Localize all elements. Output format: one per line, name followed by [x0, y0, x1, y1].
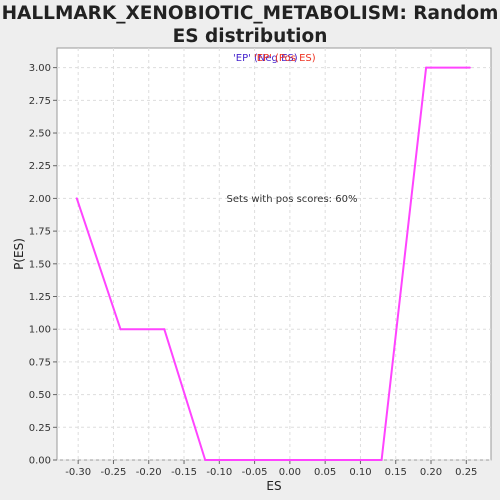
legend-entry-pos: 'EP' (Pos ES): [254, 53, 316, 64]
y-tick-label: 2.50: [29, 129, 51, 140]
x-tick-label: -0.15: [171, 467, 197, 478]
y-tick-label: 1.50: [29, 259, 51, 270]
data-point: [468, 66, 471, 69]
x-tick-label: 0.05: [314, 467, 336, 478]
y-tick-label: 1.75: [29, 227, 51, 238]
y-tick-label: 3.00: [29, 63, 51, 74]
x-tick-label: 0.00: [279, 467, 301, 478]
y-tick-label: 0.50: [29, 390, 51, 401]
data-point: [75, 197, 78, 200]
x-tick-label: 0.25: [455, 467, 477, 478]
y-tick-label: 0.75: [29, 357, 51, 368]
plot-area: [56, 47, 492, 461]
data-point: [163, 328, 166, 331]
x-tick-label: -0.10: [206, 467, 232, 478]
x-tick-label: -0.30: [65, 467, 91, 478]
x-tick-label: 0.15: [385, 467, 407, 478]
y-axis-label: P(ES): [12, 238, 26, 270]
x-tick-label: 0.10: [349, 467, 371, 478]
data-point: [204, 459, 207, 461]
legend-entry-neg: 'EP' (Neg ES): [233, 53, 298, 64]
x-tick-label: -0.05: [242, 467, 268, 478]
x-axis-label: ES: [266, 479, 281, 493]
y-tick-label: 0.25: [29, 423, 51, 434]
grid-lines: [57, 48, 491, 461]
x-tick-label: -0.25: [101, 467, 127, 478]
y-tick-label: 0.00: [29, 456, 51, 467]
y-tick-label: 2.25: [29, 161, 51, 172]
series-layer: [75, 66, 471, 461]
x-tick-label: 0.20: [420, 467, 442, 478]
annotation-pos-scores: Sets with pos scores: 60%: [227, 194, 358, 205]
chart-title: HALLMARK_XENOBIOTIC_METABOLISM: Random E…: [1, 3, 499, 47]
data-point: [380, 459, 383, 461]
x-tick-label: -0.20: [136, 467, 162, 478]
data-point: [119, 328, 122, 331]
data-point: [425, 66, 428, 69]
y-tick-label: 2.00: [29, 194, 51, 205]
y-tick-label: 1.25: [29, 292, 51, 303]
y-tick-label: 1.00: [29, 325, 51, 336]
axes: -0.30 -0.25 -0.20 -0.15 -0.10 -0.05 0.00 0.05 0.…: [29, 63, 478, 478]
y-tick-label: 2.75: [29, 96, 51, 107]
